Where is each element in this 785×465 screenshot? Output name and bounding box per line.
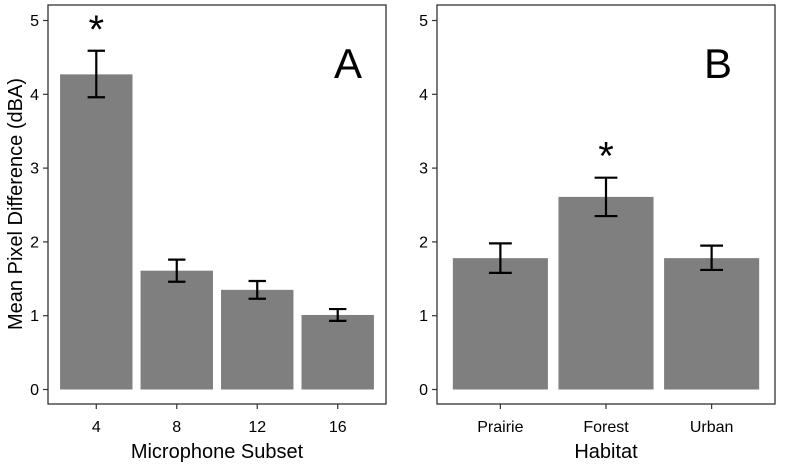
panel-b-ytick-label: 4 <box>419 87 428 104</box>
panel-a-ytick-label: 2 <box>30 234 39 251</box>
panel-b-ytick-label: 0 <box>419 382 428 399</box>
panel-a-bar <box>60 74 133 390</box>
panel-b-bar <box>452 258 548 390</box>
panel-a-ytick-label: 1 <box>30 308 39 325</box>
panel-a-ytick-label: 0 <box>30 382 39 399</box>
panel-a-x-axis-title: Microphone Subset <box>131 441 304 463</box>
panel-a-bar <box>221 289 294 390</box>
panel-a-ytick-label: 3 <box>30 161 39 178</box>
panel-b-ytick-label: 3 <box>419 161 428 178</box>
panel-a-bar <box>301 314 374 390</box>
panel-a-frame <box>47 4 387 405</box>
panel-a-bar <box>140 270 213 390</box>
panel-a-ytick-label: 5 <box>30 13 39 30</box>
panel-b-bar <box>664 258 760 390</box>
panel-a-xtick-label: 16 <box>329 419 347 436</box>
y-axis-title: Mean Pixel Difference (dBA) <box>5 78 27 330</box>
panel-a-xtick-label: 12 <box>248 419 266 436</box>
panel-a-xtick-label: 4 <box>92 419 101 436</box>
panel-b-x-axis-title: Habitat <box>574 441 638 463</box>
panel-b-ytick-label: 1 <box>419 308 428 325</box>
panel-b-letter: B <box>704 40 732 87</box>
panel-b-xtick-label: Prairie <box>477 419 523 436</box>
panel-b-bar <box>558 196 654 390</box>
panel-a-ytick-label: 4 <box>30 87 39 104</box>
panel-b-xtick-label: Urban <box>690 419 734 436</box>
panel-b-ytick-label: 2 <box>419 234 428 251</box>
panel-a-significance-marker: * <box>88 8 104 52</box>
panel-a-xtick-label: 8 <box>172 419 181 436</box>
panel-b-significance-marker: * <box>598 135 614 179</box>
panel-b-ytick-label: 5 <box>419 13 428 30</box>
panel-a-letter: A <box>334 40 362 87</box>
panel-b-xtick-label: Forest <box>583 419 629 436</box>
